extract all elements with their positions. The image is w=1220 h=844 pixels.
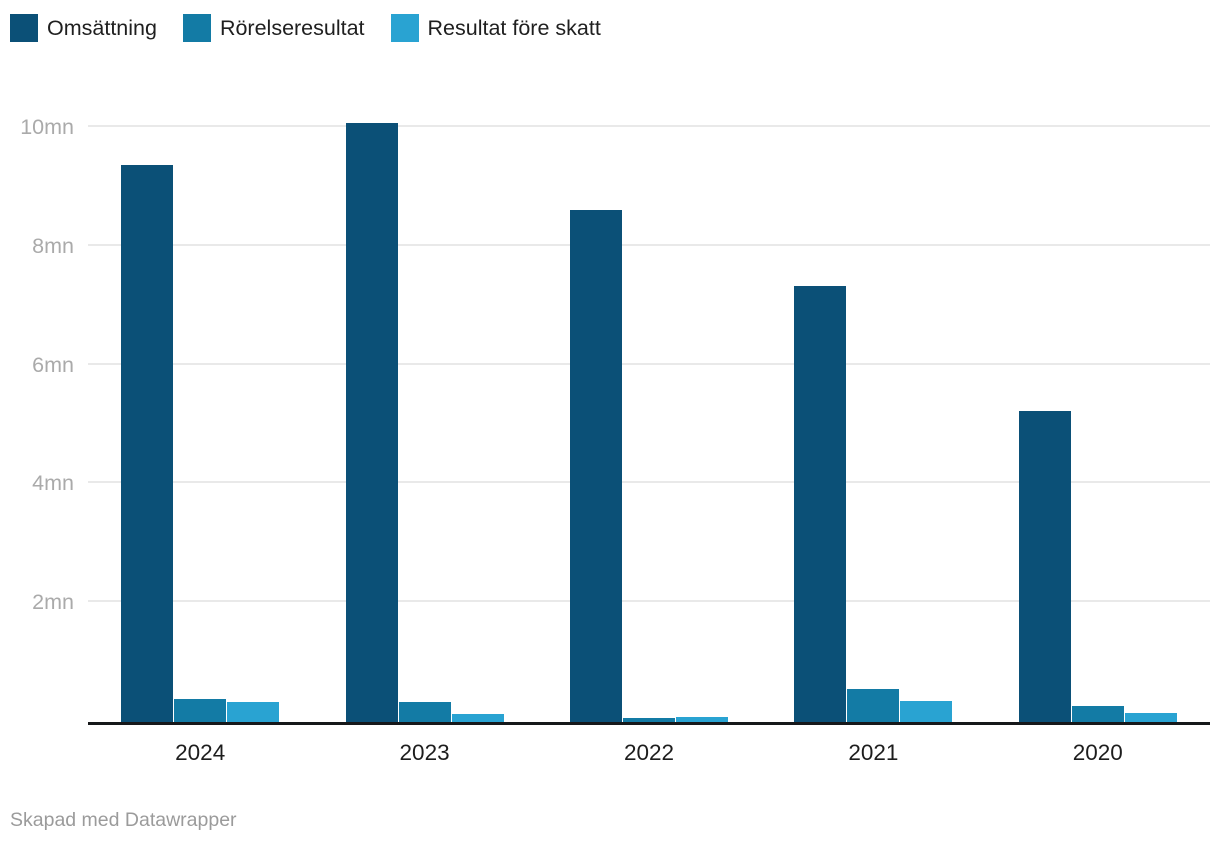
legend-item-omsattning: Omsättning: [10, 14, 157, 42]
legend-swatch-rorelseresultat: [182, 14, 211, 42]
legend-swatch-resultat-fore-skatt: [390, 14, 419, 42]
footer-credit: Skapad med Datawrapper: [10, 809, 237, 831]
bar-2020-Rörelseresultat: [1071, 705, 1124, 722]
bar-2023-Omsättning: [345, 122, 398, 722]
bar-2023-Rörelseresultat: [398, 701, 451, 722]
y-axis-label: 4mn: [32, 471, 74, 496]
legend-item-resultat-fore-skatt: Resultat före skatt: [390, 14, 601, 42]
gridline-10mn: [88, 125, 1210, 127]
y-axis-label: 6mn: [32, 352, 74, 377]
y-axis-label: 10mn: [20, 115, 74, 139]
x-axis-label-2021: 2021: [848, 740, 899, 765]
bar-2024-Resultat före skatt: [227, 702, 280, 722]
bar-2024-Rörelseresultat: [174, 699, 227, 722]
gridline-8mn: [88, 243, 1210, 246]
bar-2024-Omsättning: [121, 165, 174, 722]
legend: Omsättning Rörelseresultat Resultat före…: [10, 14, 601, 42]
legend-swatch-omsattning: [10, 14, 38, 42]
bar-2020-Resultat före skatt: [1124, 713, 1177, 722]
bar-2022-Resultat före skatt: [676, 717, 728, 722]
gridline-4mn: [88, 481, 1210, 484]
x-axis-label-2022: 2022: [623, 740, 675, 765]
x-axis-label-2024: 2024: [175, 740, 226, 765]
legend-item-rorelseresultat: Rörelseresultat: [182, 14, 365, 42]
x-axis-label-2020: 2020: [1072, 740, 1123, 765]
y-axis-label: 8mn: [32, 233, 74, 258]
gridline-2mn: [88, 600, 1210, 603]
plot-area: [88, 100, 1210, 722]
legend-label: Omsättning: [47, 15, 157, 40]
bar-2022-Rörelseresultat: [623, 717, 675, 722]
bar-2021-Resultat före skatt: [900, 700, 953, 722]
gridline-6mn: [88, 362, 1210, 365]
x-axis-label-2023: 2023: [399, 740, 450, 765]
bar-2021-Rörelseresultat: [847, 689, 900, 722]
legend-label: Rörelseresultat: [219, 15, 365, 40]
bar-2023-Resultat före skatt: [451, 714, 504, 722]
bar-2022-Omsättning: [570, 209, 622, 722]
legend-label: Resultat före skatt: [427, 15, 601, 40]
bar-2021-Omsättning: [794, 286, 847, 722]
y-axis-label: 2mn: [32, 590, 74, 615]
x-axis-baseline: [88, 722, 1210, 725]
bar-2020-Omsättning: [1018, 410, 1071, 722]
